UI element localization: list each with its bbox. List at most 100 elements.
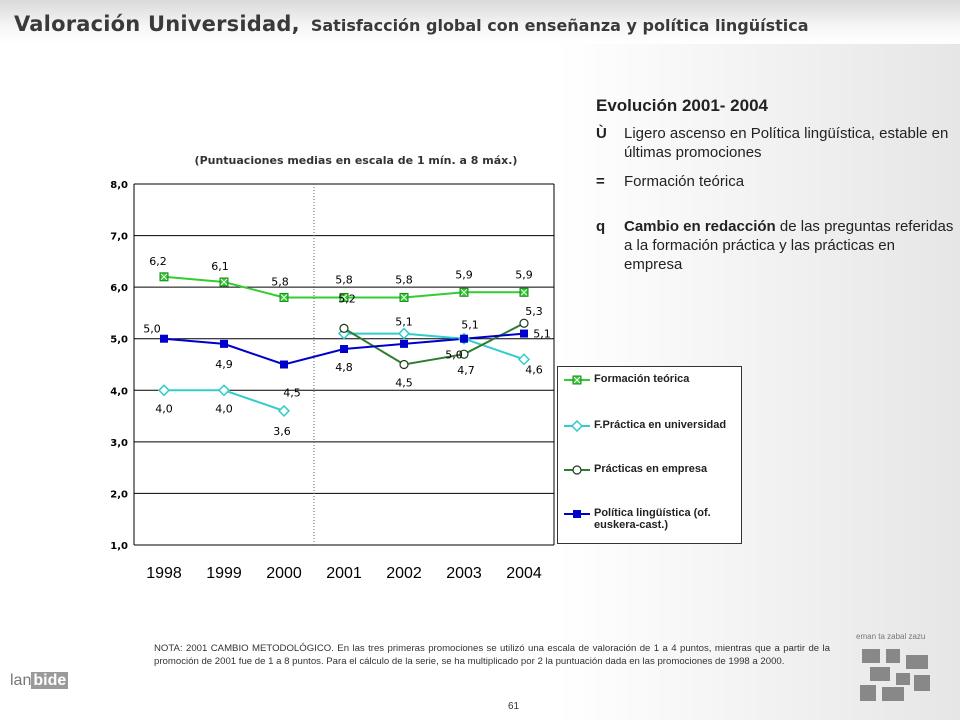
title-bar: Valoración Universidad, Satisfacción glo…: [0, 0, 960, 44]
y-tick-label: 4,0: [110, 386, 128, 397]
data-label: 6,1: [211, 260, 229, 273]
data-label: 4,9: [215, 358, 233, 371]
bullet-marker: Ù: [596, 125, 607, 142]
plot-area: [134, 184, 554, 545]
data-point-cross: [280, 294, 288, 301]
evolution-bullet-3: q Cambio en redacción de las preguntas r…: [596, 217, 956, 274]
bullet-rest: de las preguntas referidas a la formació…: [624, 218, 954, 273]
y-tick-label: 6,0: [110, 283, 128, 294]
chart-legend: Formación teórica F.Práctica en universi…: [557, 366, 742, 544]
x-tick-label: 2004: [506, 565, 542, 582]
legend-item-politica-linguistica: Política lingüística (of. euskera-cast.): [564, 507, 734, 531]
evolution-heading: Evolución 2001- 2004: [596, 96, 768, 115]
data-label: 5,1: [461, 319, 479, 332]
y-tick-label: 5,0: [110, 335, 128, 346]
page-title: Valoración Universidad, Satisfacción glo…: [14, 12, 809, 36]
legend-label: Prácticas en empresa: [594, 463, 708, 475]
data-point-cross: [520, 288, 528, 296]
x-tick-label: 2000: [266, 565, 302, 582]
y-tick-label: 7,0: [110, 232, 128, 243]
data-point-cross: [400, 294, 408, 301]
data-point: [459, 349, 469, 359]
data-label: 4,6: [525, 363, 543, 376]
university-logo: eman ta zabal zazu: [856, 632, 956, 712]
legend-swatch: [564, 420, 590, 432]
data-label: 4,7: [457, 364, 475, 377]
data-label: 4,0: [215, 402, 233, 415]
data-label: 5,2: [338, 292, 356, 305]
evolution-bullet-1: Ù Ligero ascenso en Política lingüística…: [596, 124, 956, 162]
data-point: [280, 360, 288, 369]
data-point: [217, 384, 231, 397]
data-point: [460, 334, 468, 343]
data-point: [160, 334, 168, 343]
data-point-cross: [220, 278, 228, 286]
data-point: [519, 318, 529, 328]
data-label: 4,8: [335, 361, 353, 374]
bullet-text: Cambio en redacción de las preguntas ref…: [624, 217, 956, 274]
data-point-cross: [460, 288, 468, 296]
data-point: [277, 404, 291, 417]
legend-item-formacion-teorica: Formación teórica: [564, 373, 689, 386]
legend-swatch: [564, 375, 590, 385]
data-label: 5,1: [395, 316, 413, 329]
legend-label: Política lingüística (of. euskera-cast.): [594, 507, 711, 531]
page-number: 61: [508, 701, 520, 712]
data-point: [340, 345, 348, 354]
bullet-marker: =: [596, 173, 605, 190]
data-label: 5,0: [143, 323, 161, 336]
data-label: 5,0: [445, 349, 463, 362]
bullet-bold: Cambio en redacción: [624, 218, 776, 235]
y-tick-label: 1,0: [110, 541, 128, 552]
line-chart: 8,0 7,0 6,0 5,0 4,0 3,0 2,0 1,0 1998 1999 2000 2001…: [110, 154, 555, 582]
x-tick-label: 2002: [386, 565, 422, 582]
legend-label: F.Práctica en universidad: [594, 419, 727, 431]
methodology-note: NOTA: 2001 CAMBIO METODOLÓGICO. En las t…: [154, 643, 830, 667]
legend-item-practicas-empresa: Prácticas en empresa: [564, 463, 707, 476]
data-point: [399, 359, 409, 370]
data-label: 4,5: [395, 377, 413, 390]
x-tick-label: 2001: [326, 565, 362, 582]
data-label: 3,6: [273, 425, 291, 438]
data-point: [157, 384, 171, 397]
evolution-bullet-2: = Formación teórica: [596, 172, 956, 191]
legend-label: Formación teórica: [594, 373, 690, 385]
legend-item-practica-universidad: F.Práctica en universidad: [564, 419, 726, 432]
data-label: 5,9: [455, 268, 473, 281]
x-tick-label: 2003: [446, 565, 482, 582]
data-point: [339, 323, 349, 333]
data-point: [400, 339, 408, 348]
data-label: 4,0: [155, 402, 173, 415]
data-label: 6,2: [149, 255, 167, 268]
evolution-box: Evolución 2001- 2004 Ù Ligero ascenso en…: [596, 96, 956, 284]
bullet-text: Formación teórica: [624, 173, 745, 190]
data-label: 5,1: [533, 328, 551, 341]
x-tick-label: 1998: [146, 565, 182, 582]
data-point: [220, 339, 228, 348]
data-label: 4,5: [283, 387, 301, 400]
title-sub: Satisfacción global con enseñanza y polí…: [310, 16, 809, 35]
lanbide-logo: lan bide: [0, 640, 135, 720]
bullet-text: Ligero ascenso en Política lingüística, …: [624, 125, 949, 161]
university-emblem-icon: [860, 649, 930, 701]
y-tick-label: 3,0: [110, 438, 128, 449]
data-point: [397, 327, 411, 340]
data-label: 5,8: [335, 273, 353, 286]
logo-caption: eman ta zabal zazu: [856, 632, 926, 641]
title-main: Valoración Universidad,: [14, 12, 300, 36]
y-tick-label: 2,0: [110, 489, 128, 500]
legend-swatch: [564, 465, 590, 475]
x-tick-label: 1999: [206, 565, 242, 582]
data-label: 5,8: [395, 273, 413, 286]
data-label: 5,9: [515, 268, 533, 281]
data-label: 5,8: [271, 275, 289, 288]
y-tick-label: 8,0: [110, 180, 128, 191]
legend-swatch: [564, 510, 590, 518]
data-point-cross: [160, 273, 168, 281]
bullet-marker: q: [596, 218, 606, 235]
data-point: [517, 353, 531, 366]
chart-subtitle: (Puntuaciones medias en escala de 1 mín.…: [195, 154, 518, 167]
data-point-cross: [340, 294, 348, 301]
data-label: 5,3: [525, 305, 543, 318]
data-point: [520, 329, 528, 338]
